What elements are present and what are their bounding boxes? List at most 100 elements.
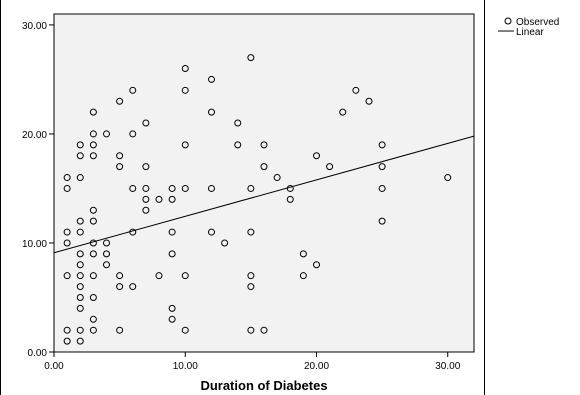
data-point	[181, 65, 189, 73]
data-point	[116, 97, 124, 105]
data-point	[168, 228, 176, 236]
y-tick-label: 10.00	[22, 239, 47, 250]
data-point	[76, 337, 84, 345]
data-point	[63, 174, 71, 182]
data-point	[63, 184, 71, 192]
data-point	[89, 217, 97, 225]
data-point	[89, 206, 97, 214]
x-axis-title: Duration of Diabetes	[200, 378, 327, 393]
data-point	[339, 108, 347, 116]
data-point	[221, 239, 229, 247]
data-point	[181, 326, 189, 334]
legend: Observed Linear	[498, 17, 559, 38]
plot-area	[53, 13, 475, 353]
data-point	[76, 272, 84, 280]
data-point	[76, 141, 84, 149]
data-point	[63, 228, 71, 236]
y-tick-label: 0.00	[28, 348, 48, 359]
data-point	[103, 239, 110, 247]
data-point	[63, 337, 71, 345]
data-point	[63, 272, 71, 280]
data-point	[63, 239, 71, 247]
data-point	[103, 130, 110, 138]
data-point	[116, 326, 124, 334]
data-point	[76, 174, 84, 182]
data-point	[286, 195, 294, 203]
data-point	[208, 75, 215, 83]
data-point	[103, 261, 110, 269]
data-point	[273, 174, 281, 182]
data-point	[116, 283, 124, 291]
data-point	[89, 130, 97, 138]
data-point	[247, 184, 255, 192]
data-point	[142, 206, 150, 214]
observed-points	[63, 54, 452, 345]
data-point	[208, 228, 215, 236]
data-point	[116, 152, 124, 160]
data-point	[168, 195, 176, 203]
data-point	[76, 304, 84, 312]
regression-line	[53, 135, 475, 254]
data-point	[378, 163, 386, 171]
data-point	[168, 304, 176, 312]
data-point	[260, 163, 268, 171]
data-point	[168, 184, 176, 192]
data-point	[247, 283, 255, 291]
data-point	[365, 97, 373, 105]
data-point	[247, 228, 255, 236]
legend-linear-label: Linear	[516, 27, 544, 38]
data-point	[181, 86, 189, 94]
data-point	[76, 152, 84, 160]
data-point	[168, 250, 176, 258]
data-point	[129, 130, 137, 138]
y-tick-label: 20.00	[22, 130, 47, 141]
data-point	[234, 141, 242, 149]
data-point	[326, 163, 334, 171]
data-point	[444, 174, 452, 182]
data-point	[89, 108, 97, 116]
data-point	[142, 119, 150, 127]
data-point	[142, 184, 150, 192]
data-point	[181, 184, 189, 192]
data-point	[89, 272, 97, 280]
data-point	[76, 283, 84, 291]
data-point	[129, 184, 137, 192]
data-point	[129, 86, 137, 94]
data-point	[181, 272, 189, 280]
data-point	[129, 283, 137, 291]
legend-observed-marker	[504, 17, 512, 25]
data-point	[89, 141, 97, 149]
x-tick-label: 0.00	[44, 361, 64, 372]
legend-observed-label: Observed	[516, 17, 559, 28]
axes: 0.00 10.00 20.00 30.00 0.00 10.00 20.00 30.00	[22, 21, 461, 372]
data-point	[89, 293, 97, 301]
data-point	[313, 261, 320, 269]
data-point	[142, 195, 150, 203]
y-tick-label: 30.00	[22, 21, 47, 32]
data-point	[76, 217, 84, 225]
data-point	[116, 163, 124, 171]
data-point	[208, 184, 215, 192]
data-point	[142, 163, 150, 171]
data-point	[378, 217, 386, 225]
data-point	[76, 250, 84, 258]
data-point	[63, 326, 71, 334]
data-point	[378, 141, 386, 149]
data-point	[89, 250, 97, 258]
data-point	[76, 293, 84, 301]
data-point	[76, 228, 84, 236]
data-point	[168, 315, 176, 323]
data-point	[352, 86, 360, 94]
x-tick-label: 30.00	[435, 361, 460, 372]
data-point	[89, 315, 97, 323]
data-point	[155, 195, 163, 203]
data-point	[89, 326, 97, 334]
data-point	[299, 272, 307, 280]
data-point	[260, 326, 268, 334]
data-point	[247, 54, 255, 62]
data-point	[247, 326, 255, 334]
x-tick-label: 10.00	[173, 361, 198, 372]
data-point	[313, 152, 320, 160]
data-point	[89, 152, 97, 160]
